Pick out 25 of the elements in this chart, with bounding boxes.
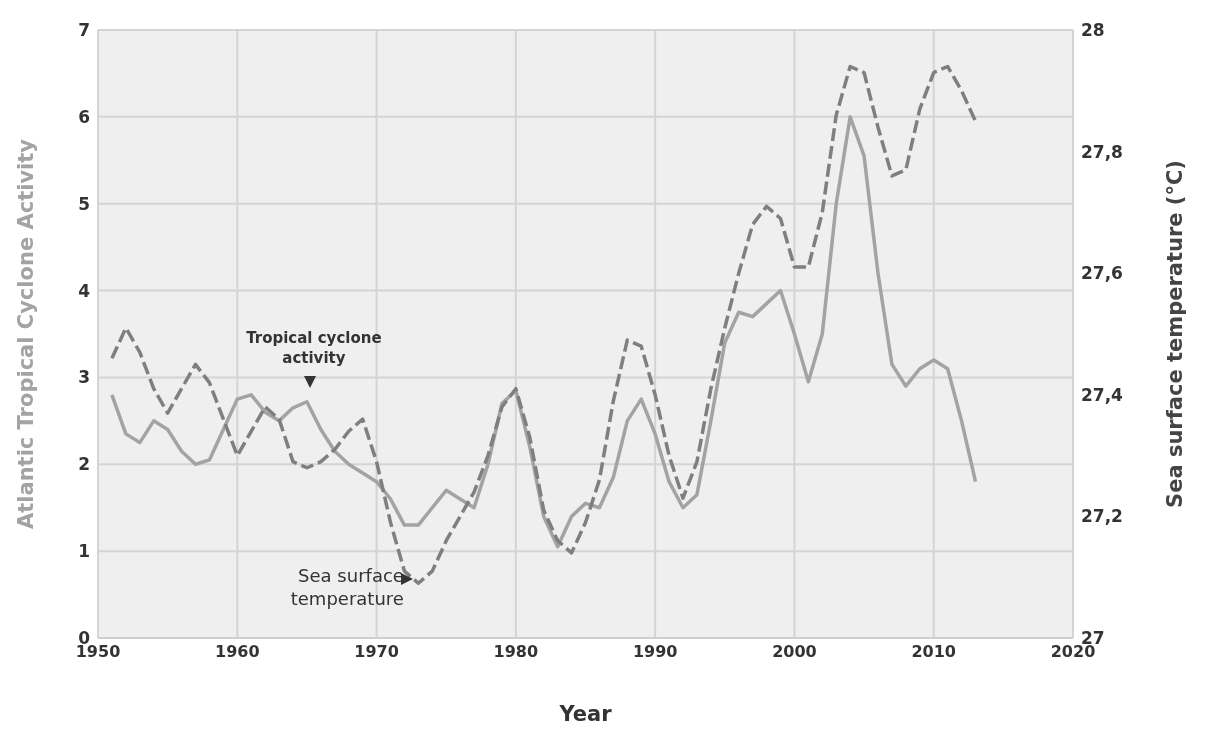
y-tick-label: 5 [78,193,90,214]
y2-tick-label: 27,8 [1081,141,1123,162]
y2-tick-label: 27,6 [1081,263,1123,284]
x-tick-label: 2000 [772,642,817,662]
y2-axis-title: Sea surface temperature (°C) [1163,160,1188,508]
series-label: Tropical cyclone activity [245,329,383,369]
x-tick-label: 1990 [632,642,678,662]
y2-tick-label: 28 [1081,20,1105,41]
x-tick-label: 1980 [493,642,539,662]
y-tick-label: 4 [78,280,91,301]
series-label: Sea surface temperature [289,563,404,611]
x-tick-label: 1960 [215,642,260,662]
x-axis-title: Year [558,702,613,726]
y-tick-label: 2 [78,454,90,475]
x-tick-label: 2010 [911,642,956,662]
y-tick-label: 1 [78,541,90,562]
y-tick-label: 6 [78,106,90,127]
y-tick-label: 7 [78,20,90,41]
y-tick-label: 3 [78,367,90,388]
y-axis-title: Atlantic Tropical Cyclone Activity [14,138,39,529]
line-series [110,115,978,549]
x-tick-label: 1970 [354,642,399,662]
line-series [110,64,978,586]
y2-tick-label: 27,2 [1081,506,1123,527]
y2-tick-label: 27,4 [1081,384,1124,405]
